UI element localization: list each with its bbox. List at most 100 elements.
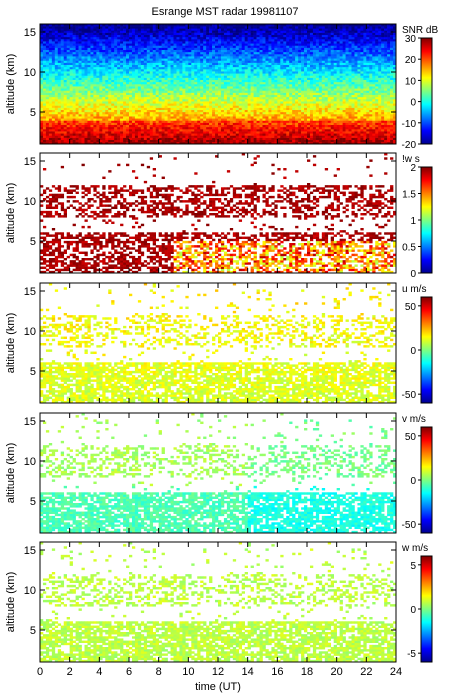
heatmap-cell bbox=[87, 43, 91, 46]
heatmap-cell bbox=[167, 114, 171, 117]
heatmap-cell bbox=[200, 94, 204, 98]
heatmap-cell bbox=[69, 105, 73, 108]
heatmap-cell bbox=[298, 45, 302, 48]
heatmap-cell bbox=[45, 81, 50, 85]
heatmap-cell bbox=[191, 141, 195, 145]
heatmap-cell bbox=[69, 58, 73, 61]
heatmap-cell bbox=[173, 62, 177, 66]
heatmap-cell bbox=[277, 103, 281, 106]
heatmap-cell bbox=[42, 28, 47, 31]
heatmap-cell bbox=[60, 114, 65, 117]
heatmap-cell bbox=[256, 66, 260, 70]
heatmap-cell bbox=[292, 75, 296, 78]
heatmap-cell bbox=[48, 30, 53, 33]
heatmap-cell bbox=[60, 105, 65, 108]
heatmap-cell bbox=[173, 141, 177, 145]
heatmap-cell bbox=[268, 131, 272, 134]
heatmap-cell bbox=[123, 45, 127, 48]
heatmap-cell bbox=[75, 64, 79, 68]
heatmap-cell bbox=[298, 137, 302, 141]
heatmap-cell bbox=[232, 99, 237, 102]
heatmap-cell bbox=[149, 43, 154, 46]
heatmap-cell bbox=[200, 126, 204, 130]
heatmap-cell bbox=[143, 64, 148, 68]
heatmap-cell bbox=[304, 137, 308, 141]
heatmap-cell bbox=[215, 69, 219, 72]
heatmap-cell bbox=[140, 43, 145, 46]
heatmap-cell bbox=[96, 54, 100, 57]
heatmap-cell bbox=[45, 32, 50, 36]
heatmap-cell bbox=[137, 60, 142, 63]
heatmap-cell bbox=[161, 141, 165, 145]
heatmap-cell bbox=[137, 107, 142, 111]
heatmap-cell bbox=[87, 124, 91, 128]
heatmap-cell bbox=[164, 41, 168, 44]
heatmap-cell bbox=[72, 96, 76, 100]
heatmap-cell bbox=[117, 96, 121, 100]
heatmap-cell bbox=[108, 64, 112, 68]
heatmap-cell bbox=[250, 58, 254, 61]
heatmap-cell bbox=[286, 58, 290, 61]
heatmap-cell bbox=[51, 49, 56, 53]
heatmap-cell bbox=[253, 47, 257, 51]
heatmap-cell bbox=[87, 107, 91, 111]
heatmap-cell bbox=[209, 81, 213, 85]
heatmap-cell bbox=[152, 88, 156, 91]
heatmap-cell bbox=[206, 51, 210, 55]
heatmap-cell bbox=[212, 24, 216, 27]
heatmap-cell bbox=[301, 79, 305, 83]
heatmap-cell bbox=[247, 28, 251, 31]
heatmap-cell bbox=[84, 60, 88, 63]
heatmap-cell bbox=[78, 26, 82, 29]
heatmap-cell bbox=[271, 88, 275, 91]
heatmap-cell bbox=[170, 99, 174, 102]
heatmap-cell bbox=[90, 54, 94, 57]
heatmap-cell bbox=[164, 122, 168, 126]
heatmap-cell bbox=[206, 47, 210, 51]
heatmap-cell bbox=[241, 75, 245, 78]
heatmap-cell bbox=[203, 86, 207, 89]
heatmap-cell bbox=[45, 96, 50, 100]
heatmap-cell bbox=[48, 129, 53, 132]
heatmap-cell bbox=[226, 109, 231, 113]
heatmap-cell bbox=[146, 88, 151, 91]
heatmap-cell bbox=[66, 51, 70, 55]
heatmap-cell bbox=[149, 81, 154, 85]
heatmap-cell bbox=[164, 51, 168, 55]
heatmap-cell bbox=[209, 105, 213, 108]
heatmap-cell bbox=[120, 111, 124, 115]
heatmap-cell bbox=[105, 141, 109, 145]
heatmap-cell bbox=[247, 141, 251, 145]
heatmap-cell bbox=[75, 26, 79, 29]
heatmap-cell bbox=[131, 107, 136, 111]
heatmap-cell bbox=[188, 107, 192, 111]
heatmap-cell bbox=[256, 86, 260, 89]
heatmap-cell bbox=[108, 129, 112, 132]
heatmap-cell bbox=[185, 105, 189, 108]
heatmap-cell bbox=[280, 94, 284, 98]
heatmap-cell bbox=[194, 64, 198, 68]
heatmap-cell bbox=[203, 45, 207, 48]
heatmap-cell bbox=[244, 73, 248, 76]
heatmap-cell bbox=[102, 81, 106, 85]
heatmap-cell bbox=[286, 99, 290, 102]
heatmap-cell bbox=[280, 79, 284, 83]
heatmap-cell bbox=[140, 81, 145, 85]
heatmap-cell bbox=[48, 88, 53, 91]
heatmap-cell bbox=[247, 36, 251, 40]
heatmap-cell bbox=[229, 135, 234, 138]
heatmap-cell bbox=[271, 103, 275, 106]
heatmap-cell bbox=[265, 73, 269, 76]
heatmap-cell bbox=[295, 131, 299, 134]
heatmap-cell bbox=[114, 94, 118, 98]
heatmap-cell bbox=[78, 118, 82, 121]
heatmap-cell bbox=[48, 96, 53, 100]
heatmap-cell bbox=[262, 139, 266, 143]
heatmap-cell bbox=[173, 129, 177, 132]
heatmap-cell bbox=[87, 139, 91, 143]
heatmap-cell bbox=[48, 51, 53, 55]
heatmap-cell bbox=[105, 84, 109, 87]
heatmap-cell bbox=[149, 58, 154, 61]
heatmap-cell bbox=[194, 135, 198, 138]
heatmap-cell bbox=[209, 120, 213, 123]
